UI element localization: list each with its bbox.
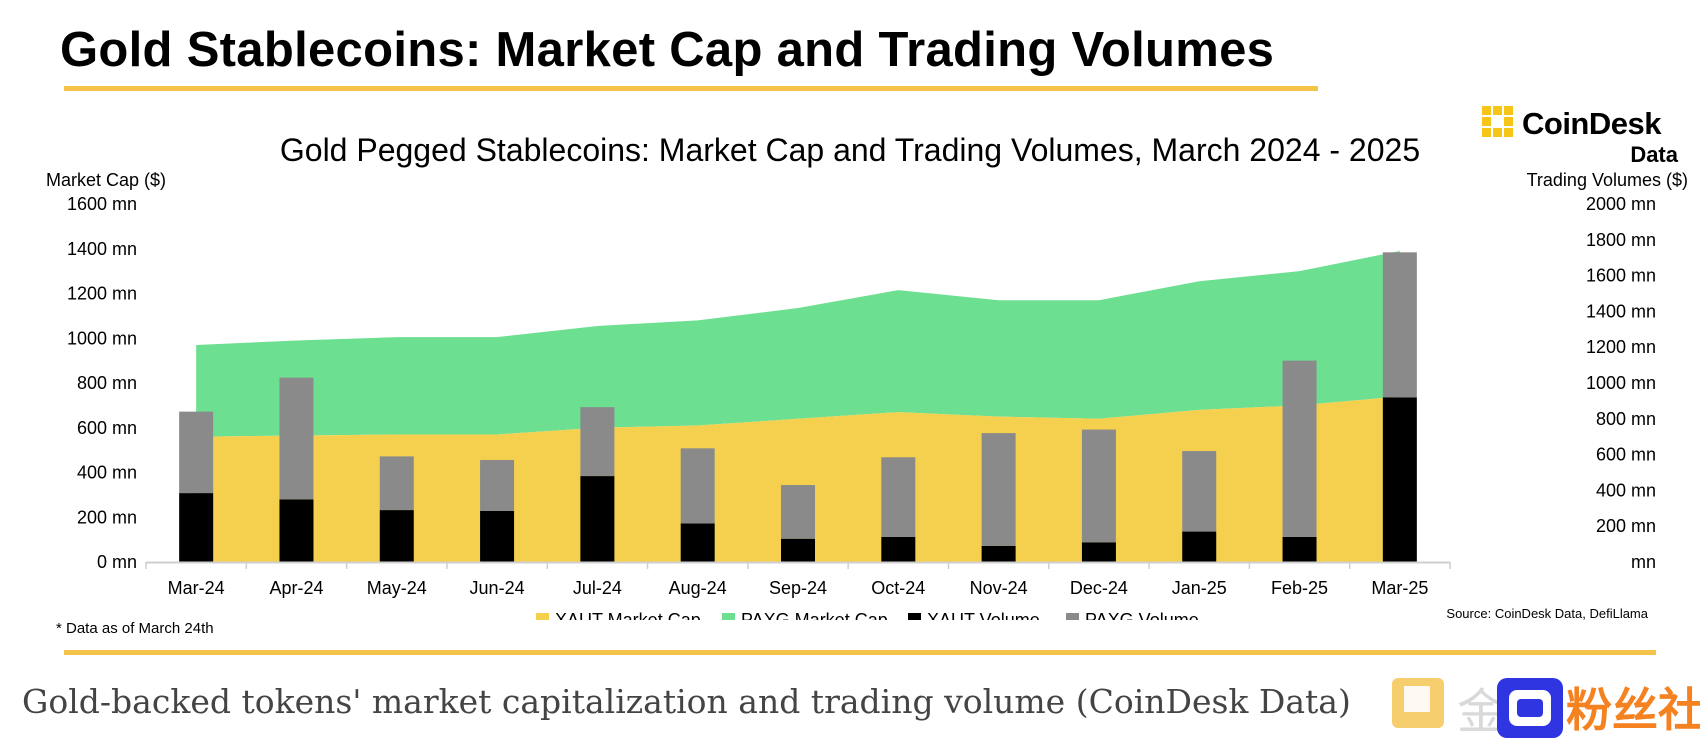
xaut-volume-bar — [379, 510, 414, 562]
legend-label: XAUT Volume — [927, 610, 1040, 620]
left-tick-label: 200 mn — [77, 507, 137, 527]
xaut-volume-bar — [1382, 397, 1417, 562]
x-tick-label: Jun-24 — [470, 578, 525, 598]
coindesk-data-logo: CoinDesk Data — [1482, 104, 1682, 170]
paxg-volume-bar — [480, 459, 515, 511]
xaut-volume-bar — [179, 493, 214, 562]
x-tick-label: Dec-24 — [1070, 578, 1128, 598]
legend-swatch — [722, 613, 735, 620]
logo-subtitle: Data — [1630, 142, 1678, 167]
x-tick-label: Nov-24 — [970, 578, 1028, 598]
bottom-rule — [64, 650, 1656, 655]
community-app-icon — [1497, 678, 1563, 738]
right-tick-label: mn — [1631, 552, 1656, 572]
right-axis-title: Trading Volumes ($) — [1526, 170, 1688, 190]
x-tick-label: Aug-24 — [669, 578, 727, 598]
right-tick-label: 1600 mn — [1586, 266, 1656, 286]
legend-label: PAXG Volume — [1085, 610, 1199, 620]
left-tick-label: 1400 mn — [67, 239, 137, 259]
left-tick-label: 800 mn — [77, 373, 137, 393]
watermark-logo-icon — [1392, 678, 1444, 728]
title-underline — [64, 86, 1318, 91]
right-tick-label: 1400 mn — [1586, 301, 1656, 321]
right-tick-label: 2000 mn — [1586, 194, 1656, 214]
paxg-volume-bar — [1282, 360, 1317, 537]
logo-name: CoinDesk — [1522, 106, 1661, 141]
xaut-volume-bar — [279, 499, 314, 562]
paxg-volume-bar — [279, 377, 314, 500]
x-tick-label: Feb-25 — [1271, 578, 1328, 598]
xaut-volume-bar — [580, 476, 615, 562]
watermark-text: 粉丝社区 — [1566, 683, 1700, 737]
paxg-volume-bar — [379, 456, 414, 511]
page-title: Gold Stablecoins: Market Cap and Trading… — [60, 23, 1275, 77]
paxg-volume-bar — [680, 448, 715, 524]
left-tick-label: 1600 mn — [67, 194, 137, 214]
coindesk-logo-icon — [1482, 106, 1513, 137]
right-tick-label: 1000 mn — [1586, 373, 1656, 393]
right-tick-label: 600 mn — [1596, 445, 1656, 465]
paxg-volume-bar — [1382, 252, 1417, 398]
left-tick-label: 600 mn — [77, 418, 137, 438]
x-tick-label: Mar-24 — [168, 578, 225, 598]
x-tick-label: Sep-24 — [769, 578, 827, 598]
legend-swatch — [908, 613, 921, 620]
legend-swatch — [1066, 613, 1079, 620]
image-caption: Gold-backed tokens' market capitalizatio… — [22, 682, 1351, 721]
left-tick-label: 400 mn — [77, 463, 137, 483]
paxg-volume-bar — [580, 407, 615, 477]
x-tick-label: Oct-24 — [871, 578, 925, 598]
xaut-volume-bar — [1182, 531, 1217, 562]
right-tick-label: 200 mn — [1596, 516, 1656, 536]
right-tick-label: 400 mn — [1596, 480, 1656, 500]
x-tick-label: Jul-24 — [573, 578, 622, 598]
legend-label: PAXG Market Cap — [741, 610, 888, 620]
paxg-market-cap-area — [196, 250, 1400, 437]
chart-title: Gold Pegged Stablecoins: Market Cap and … — [279, 132, 1421, 168]
x-tick-label: Mar-25 — [1371, 578, 1428, 598]
left-tick-label: 0 mn — [97, 552, 137, 572]
x-tick-label: Apr-24 — [269, 578, 323, 598]
paxg-volume-bar — [1081, 429, 1116, 543]
legend-swatch — [536, 613, 549, 620]
paxg-volume-bar — [1182, 451, 1217, 532]
paxg-volume-bar — [781, 485, 815, 539]
xaut-volume-bar — [480, 510, 515, 562]
data-note: * Data as of March 24th — [56, 620, 214, 637]
x-tick-label: May-24 — [367, 578, 427, 598]
xaut-volume-bar — [680, 523, 715, 562]
legend-label: XAUT Market Cap — [555, 610, 701, 620]
right-tick-label: 1800 mn — [1586, 230, 1656, 250]
left-tick-label: 1000 mn — [67, 328, 137, 348]
left-axis-title: Market Cap ($) — [46, 170, 167, 190]
right-tick-label: 1200 mn — [1586, 337, 1656, 357]
xaut-volume-bar — [781, 538, 815, 562]
paxg-volume-bar — [981, 433, 1016, 546]
xaut-volume-bar — [1081, 542, 1116, 562]
paxg-volume-bar — [881, 457, 916, 537]
source-note: Source: CoinDesk Data, DefiLlama — [1446, 606, 1648, 621]
left-tick-label: 1200 mn — [67, 284, 137, 304]
xaut-volume-bar — [981, 545, 1016, 562]
xaut-volume-bar — [1282, 536, 1317, 562]
right-tick-label: 800 mn — [1596, 409, 1656, 429]
xaut-volume-bar — [881, 536, 916, 562]
chart-canvas: Mar-24 Apr-24 May-24 Jun-24 Jul-24 Aug-24 Sep-… — [67, 194, 1656, 620]
paxg-volume-bar — [179, 411, 214, 494]
x-tick-label: Jan-25 — [1172, 578, 1227, 598]
